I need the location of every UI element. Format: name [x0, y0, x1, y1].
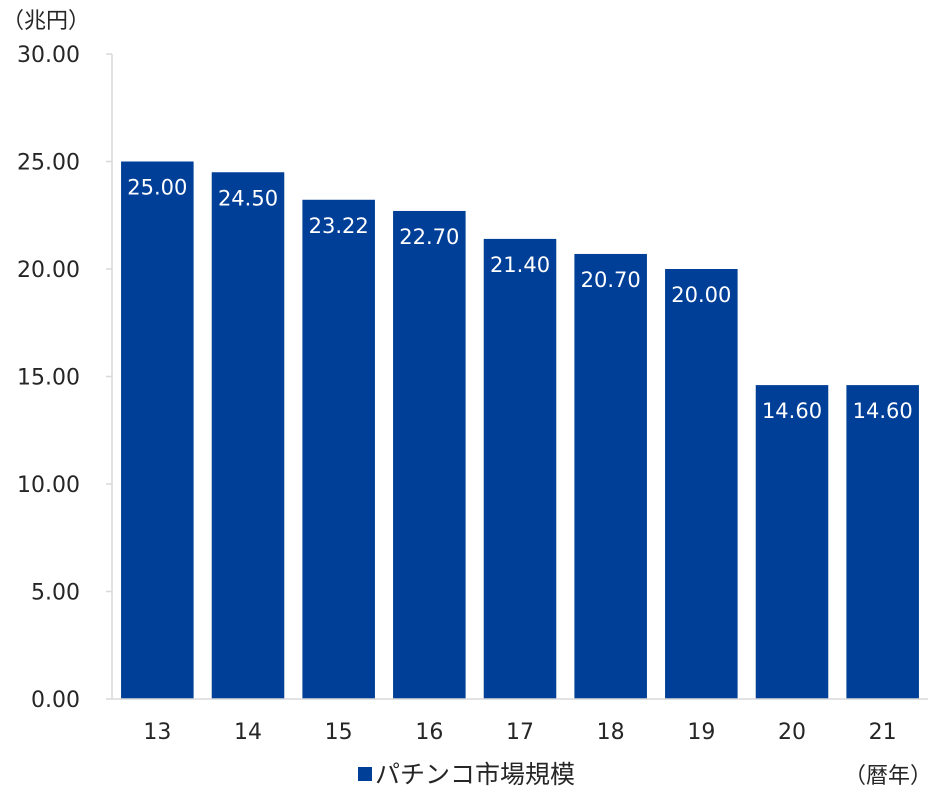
- data-label-14: 24.50: [218, 186, 278, 210]
- data-label-20: 14.60: [762, 399, 822, 423]
- y-tick-label: 10.00: [17, 473, 80, 498]
- y-tick-label: 0.00: [31, 688, 80, 713]
- bar-16: [393, 210, 466, 699]
- legend-swatch-pachinko-market-size: [358, 767, 372, 781]
- x-tick-label-14: 14: [234, 720, 262, 745]
- bar-18: [574, 253, 647, 699]
- data-label-15: 23.22: [309, 214, 369, 238]
- bar-17: [483, 238, 557, 699]
- x-tick-label-20: 20: [778, 720, 806, 745]
- y-tick-label: 5.00: [31, 581, 80, 606]
- data-label-17: 21.40: [490, 253, 550, 277]
- data-label-13: 25.00: [127, 176, 187, 200]
- bar-15: [302, 199, 375, 699]
- legend-label: パチンコ市場規模: [375, 760, 575, 789]
- data-label-16: 22.70: [399, 225, 459, 249]
- bar-20: [755, 385, 829, 699]
- bar-19: [665, 269, 738, 699]
- x-tick-label-19: 19: [687, 720, 715, 745]
- y-tick-label: 25.00: [17, 151, 80, 176]
- x-tick-label-21: 21: [869, 720, 897, 745]
- data-label-19: 20.00: [671, 283, 731, 307]
- bar-series: [121, 161, 919, 699]
- x-tick-label-18: 18: [597, 720, 625, 745]
- data-label-21: 14.60: [853, 399, 913, 423]
- legend: パチンコ市場規模: [358, 760, 575, 789]
- x-axis-ticks: 13 14 15 16 17 18 19 20 21: [143, 720, 896, 745]
- x-tick-label-15: 15: [325, 720, 353, 745]
- x-axis-unit-label: （暦年）: [844, 764, 932, 789]
- bar-21: [846, 385, 919, 699]
- data-labels: 25.00 24.50 23.22 22.70 21.40 20.70 20.00 14.60…: [127, 176, 912, 424]
- y-axis-ticks: 0.00 5.00 10.00 15.00 20.00 25.00 30.00: [17, 43, 112, 713]
- x-tick-label-13: 13: [143, 720, 171, 745]
- data-label-18: 20.70: [581, 268, 641, 292]
- bar-13: [121, 161, 194, 699]
- y-axis-unit-label: （兆円）: [2, 9, 90, 34]
- x-tick-label-17: 17: [506, 720, 534, 745]
- x-tick-label-16: 16: [415, 720, 443, 745]
- y-tick-label: 30.00: [17, 43, 80, 68]
- y-tick-label: 20.00: [17, 258, 80, 283]
- y-tick-label: 15.00: [17, 366, 80, 391]
- bar-14: [211, 172, 285, 699]
